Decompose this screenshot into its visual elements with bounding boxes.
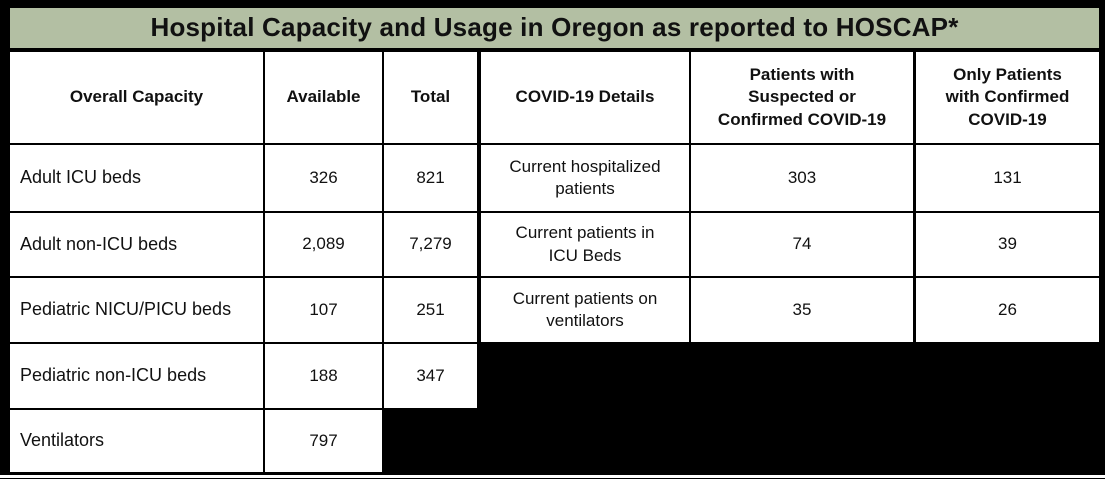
header-confirmed-only: Only Patients with Confirmed COVID-19 xyxy=(916,52,1099,143)
capacity-available-value: 797 xyxy=(265,410,382,472)
capacity-total-value: 251 xyxy=(384,278,477,342)
header-available: Available xyxy=(265,52,382,143)
capacity-row-label: Adult ICU beds xyxy=(10,145,263,211)
bottom-edge xyxy=(0,475,1105,478)
table-title: Hospital Capacity and Usage in Oregon as… xyxy=(10,8,1099,48)
header-covid-details: COVID-19 Details xyxy=(481,52,689,143)
capacity-available-value: 188 xyxy=(265,344,382,408)
capacity-row-label: Pediatric NICU/PICU beds xyxy=(10,278,263,342)
covid-confirmed-value: 131 xyxy=(916,145,1099,211)
capacity-total-value: 821 xyxy=(384,145,477,211)
covid-confirmed-value: 26 xyxy=(916,278,1099,342)
header-overall-capacity: Overall Capacity xyxy=(10,52,263,143)
capacity-total-value: 7,279 xyxy=(384,213,477,276)
covid-suspected-value: 303 xyxy=(691,145,913,211)
covid-confirmed-value: 39 xyxy=(916,213,1099,276)
covid-suspected-value: 74 xyxy=(691,213,913,276)
capacity-available-value: 2,089 xyxy=(265,213,382,276)
capacity-row-label: Ventilators xyxy=(10,410,263,472)
capacity-total-value: 347 xyxy=(384,344,477,408)
capacity-available-value: 107 xyxy=(265,278,382,342)
capacity-available-value: 326 xyxy=(265,145,382,211)
covid-row-label: Current patients in ICU Beds xyxy=(481,213,689,276)
covid-row-label: Current hospitalized patients xyxy=(481,145,689,211)
covid-suspected-value: 35 xyxy=(691,278,913,342)
header-total: Total xyxy=(384,52,477,143)
capacity-row-label: Adult non-ICU beds xyxy=(10,213,263,276)
header-suspected-or-confirmed: Patients with Suspected or Confirmed COV… xyxy=(691,52,913,143)
capacity-row-label: Pediatric non-ICU beds xyxy=(10,344,263,408)
covid-row-label: Current patients on ventilators xyxy=(481,278,689,342)
